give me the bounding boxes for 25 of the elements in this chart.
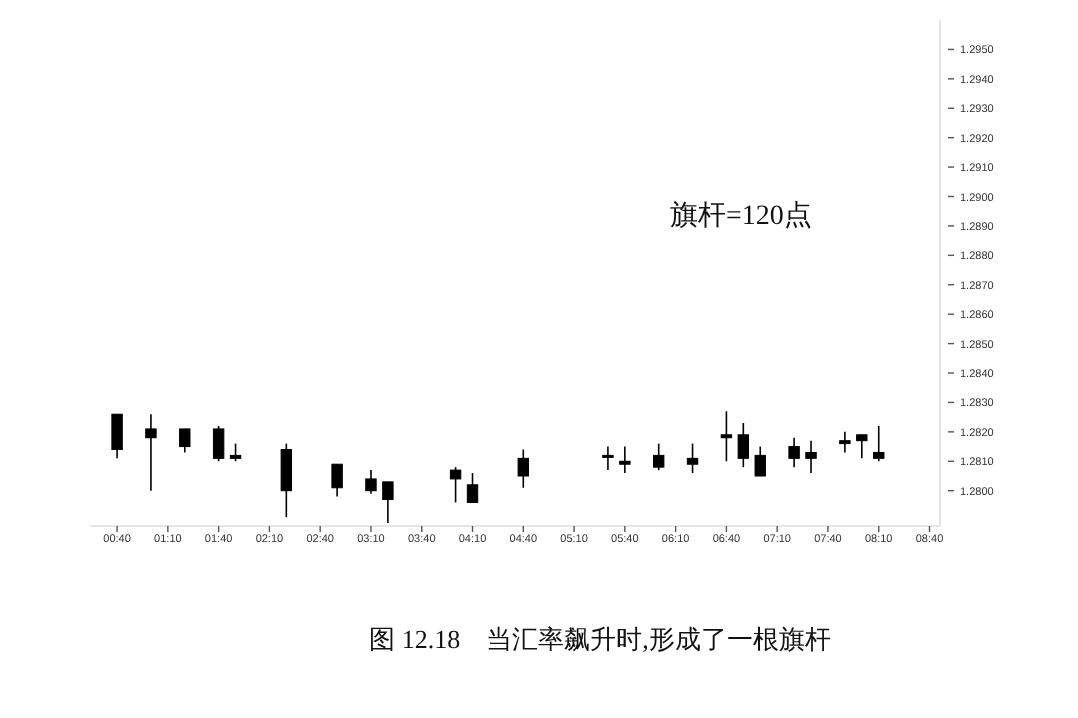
- candlestick: [331, 463, 343, 498]
- caption: 图 12.18 当汇率飙升时,形成了一根旗杆: [369, 624, 831, 654]
- candlestick: [686, 442, 699, 474]
- candlestick: [805, 439, 817, 474]
- candlestick: [873, 425, 885, 463]
- candlestick: [382, 481, 394, 524]
- candlestick: [517, 448, 529, 489]
- candlestick: [839, 431, 851, 454]
- candlestick: [737, 422, 750, 468]
- candlestick: [856, 434, 868, 460]
- candlestick: [145, 413, 157, 492]
- candlestick: [788, 436, 800, 468]
- candlestick: [179, 428, 191, 454]
- candlestick: [602, 445, 614, 471]
- candlestick: [365, 469, 377, 495]
- candlestick: [449, 466, 462, 504]
- candlestick: [111, 413, 123, 460]
- candlestick: [619, 445, 631, 474]
- candlestick: [720, 410, 733, 463]
- annotation: 旗杆=120点: [670, 200, 812, 232]
- candlestick: [754, 445, 766, 477]
- candlestick: [466, 472, 479, 504]
- candlestick: [212, 425, 225, 463]
- candlestick: [280, 442, 293, 518]
- candlestick: [653, 442, 665, 471]
